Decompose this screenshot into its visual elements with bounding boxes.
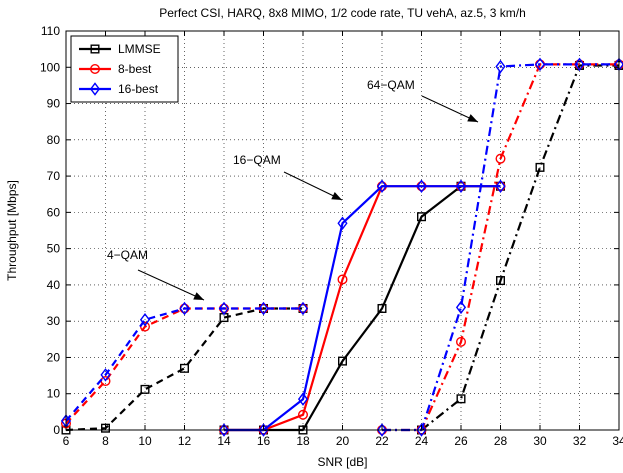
data-point-16-best: [416, 179, 427, 194]
data-point-16-best: [179, 301, 190, 316]
annotation-layer: 4−QAM 16−QAM 64−QAM: [107, 78, 479, 301]
data-point-lmmse: [100, 423, 110, 433]
data-point-lmmse: [179, 363, 189, 373]
data-point-16-best: [258, 301, 269, 316]
annotation-arrow-line: [137, 269, 205, 301]
data-point-16-best: [495, 179, 506, 194]
legend-label-16-best: 16-best: [118, 82, 159, 96]
annotation-arrow-head: [331, 192, 342, 200]
data-point-lmmse: [140, 384, 150, 394]
data-point-16-best: [139, 312, 151, 327]
grid-layer: [66, 31, 619, 430]
legend-label-lmmse: LMMSE: [118, 42, 161, 56]
x-tick-label: 24: [415, 434, 429, 448]
x-tick-label: 34: [612, 434, 623, 448]
y-tick-label: 80: [47, 133, 61, 147]
data-point-16-best: [376, 179, 388, 194]
x-tick-label: 10: [138, 434, 152, 448]
y-tick-label: 50: [47, 242, 61, 256]
chart-title: Perfect CSI, HARQ, 8x8 MIMO, 1/2 code ra…: [159, 6, 526, 20]
annotation-label: 16−QAM: [233, 153, 281, 167]
y-tick-label: 10: [47, 387, 61, 401]
data-point-lmmse: [417, 212, 427, 222]
y-tick-label: 20: [47, 350, 61, 364]
data-point-16-best: [574, 57, 585, 72]
x-tick-label: 22: [375, 434, 389, 448]
x-tick-label: 8: [102, 434, 109, 448]
tick-layer: 6 8 10 12 14 16 18 20 22 24 26 28 30 32 34 0 10 20 30 40 50 6…: [40, 24, 623, 448]
data-point-lmmse: [456, 394, 466, 404]
series-line-16-best-16-qam: [224, 185, 501, 432]
x-tick-label: 32: [573, 434, 587, 448]
data-point-16-best: [337, 216, 348, 231]
y-tick-label: 30: [47, 314, 61, 328]
y-tick-label: 0: [53, 423, 60, 437]
annotation-label: 4−QAM: [107, 248, 148, 262]
data-point-8-best: [298, 409, 309, 420]
annotation-arrow-line: [283, 171, 343, 201]
data-point-16-best: [218, 301, 230, 316]
y-tick-label: 70: [47, 169, 61, 183]
data-point-lmmse: [496, 276, 506, 286]
data-point-lmmse: [338, 356, 348, 366]
y-tick-label: 40: [47, 278, 61, 292]
legend-marker-16-best: [89, 82, 101, 96]
data-point-16-best: [258, 423, 269, 437]
y-tick-label: 90: [47, 97, 61, 111]
x-tick-label: 26: [454, 434, 468, 448]
x-tick-label: 20: [336, 434, 350, 448]
annotation-arrow-head: [193, 292, 204, 300]
data-point-16-best: [376, 423, 388, 437]
y-axis-label: Throughput [Mbps]: [5, 180, 19, 281]
legend: LMMSE 8-best 16-best: [70, 35, 179, 103]
x-tick-label: 28: [494, 434, 508, 448]
data-point-16-best: [495, 59, 506, 74]
x-tick-label: 14: [217, 434, 231, 448]
data-point-8-best: [495, 153, 506, 164]
data-point-8-best: [337, 274, 348, 285]
data-point-16-best: [297, 392, 309, 406]
legend-marker-lmmse: [90, 44, 100, 54]
data-point-16-best: [416, 423, 427, 437]
y-tick-label: 60: [47, 205, 61, 219]
data-point-16-best: [534, 57, 546, 72]
legend-label-8-best: 8-best: [118, 62, 152, 76]
data-point-16-best: [218, 423, 230, 437]
data-point-lmmse: [377, 303, 387, 313]
y-tick-label: 110: [41, 24, 60, 38]
data-point-16-best: [297, 301, 309, 316]
x-tick-label: 6: [63, 434, 70, 448]
y-tick-label: 100: [40, 60, 60, 74]
legend-marker-8-best: [89, 63, 100, 74]
data-point-16-best: [455, 179, 467, 194]
series-line-16-best-4-qam: [65, 307, 303, 422]
data-point-8-best: [456, 336, 467, 347]
annotation-label: 64−QAM: [367, 78, 415, 92]
x-axis-label: SNR [dB]: [317, 455, 367, 469]
annotation-arrow-head: [467, 114, 478, 122]
x-tick-label: 16: [257, 434, 271, 448]
data-point-16-best: [455, 300, 467, 315]
data-point-16-best: [100, 368, 111, 382]
data-point-lmmse: [535, 162, 545, 172]
x-tick-label: 30: [533, 434, 547, 448]
x-tick-label: 18: [296, 434, 310, 448]
series-line-lmmse-64-qam: [420, 64, 619, 431]
annotation-arrow-line: [421, 95, 479, 123]
x-tick-label: 12: [178, 434, 192, 448]
